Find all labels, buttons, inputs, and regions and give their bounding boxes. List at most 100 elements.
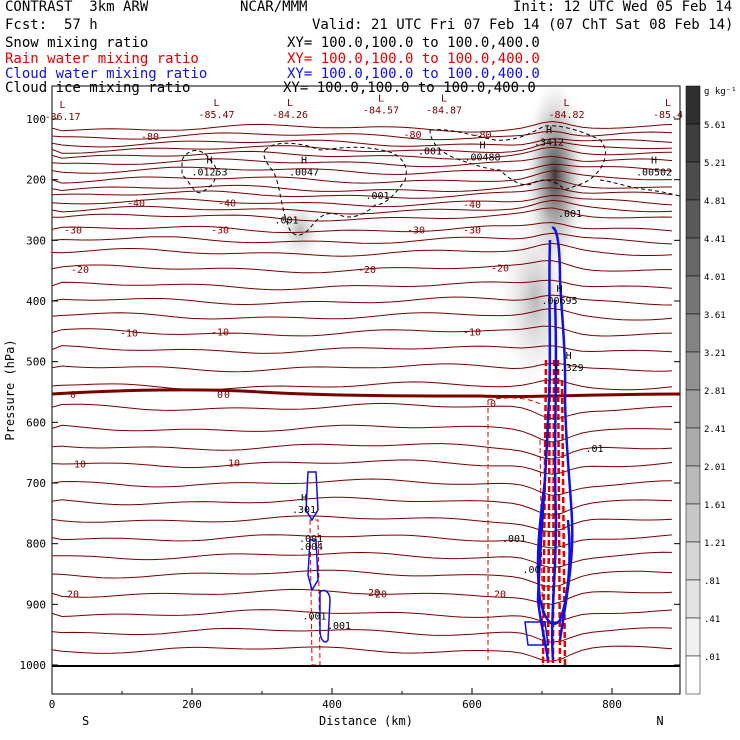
colorbar-unit: g kg⁻¹: [704, 87, 737, 97]
init-time: Init: 12 UTC Wed 05 Feb 14: [513, 0, 733, 15]
temperature-isotherm: [52, 120, 673, 133]
high-marker: H: [301, 493, 307, 504]
high-value: .0047: [289, 168, 319, 179]
high-value: 1.329: [554, 363, 584, 374]
low-marker: L: [59, 100, 65, 111]
valid-time: Valid: 21 UTC Fri 07 Feb 14 (07 ChT Sat …: [312, 17, 734, 33]
colorbar-tick-label: 2.81: [704, 387, 726, 397]
high-value: .3412: [534, 137, 564, 148]
y-tick-label: 700: [26, 477, 46, 490]
temperature-label: -40: [463, 200, 481, 211]
cloud-water-core: [536, 226, 574, 661]
plot-frame: [51, 85, 681, 695]
colorbar-swatch: [685, 655, 701, 695]
colorbar-tick-label: 1.21: [704, 539, 726, 549]
low-marker: L: [665, 98, 671, 109]
temperature-label: -30: [407, 225, 425, 236]
colorbar-tick-label: .81: [704, 577, 720, 587]
temperature-label: 20: [375, 589, 387, 600]
colorbar-tick-label: 5.21: [704, 159, 726, 169]
temperature-isotherm: [52, 645, 673, 662]
temperature-isotherm: [52, 232, 673, 245]
colorbar-tick-label: 1.61: [704, 501, 726, 511]
low-marker: L: [378, 94, 384, 105]
colorbar-swatch: [685, 351, 701, 391]
temperature-label: 10: [74, 460, 86, 471]
colorbar-swatch: [685, 237, 701, 277]
temperature-label: 0: [217, 390, 223, 401]
x-tick-label: 200: [182, 698, 202, 711]
high-marker: H: [556, 284, 562, 295]
temperature-isotherm: [52, 379, 673, 391]
temperature-contour-labels: -80 -80 -80 -40 -40 -40 -30 -30 -30 -30 -20 -20 -20 -…: [64, 130, 509, 600]
colorbar-tick-label: .41: [704, 615, 720, 625]
contour-value-label: .001: [274, 216, 298, 227]
colorbar: 5.61 5.21 4.81 4.41 4.01 3.61 3.21 2.81 2.41 2.01…: [685, 85, 726, 695]
contour-value-label: .001: [302, 611, 326, 622]
low-value: -84.57: [363, 106, 399, 117]
y-tick-label: 300: [26, 234, 46, 247]
temperature-isotherm: [52, 194, 673, 208]
temperature-isotherm: [52, 279, 673, 291]
temperature-isotherm: [52, 609, 673, 624]
colorbar-swatch: [685, 617, 701, 657]
x-axis-title: Distance (km): [319, 714, 413, 728]
contour-value-label: .004: [299, 542, 323, 553]
x-axis-north-label: N: [656, 714, 663, 728]
colorbar-swatch: [685, 123, 701, 163]
colorbar-tick-label: 4.41: [704, 235, 726, 245]
colorbar-swatch: [685, 275, 701, 315]
temperature-isotherm: [52, 307, 673, 321]
field-label-cloud-ice: Cloud ice mixing ratio: [5, 80, 191, 96]
contour-value-label: .01: [585, 444, 603, 455]
low-value: -84.87: [426, 106, 462, 117]
snow-shading-plume: [500, 210, 570, 390]
field-xy-snow: XY= 100.0,100.0 to 100.0,400.0: [287, 35, 540, 51]
low-marker: L: [287, 98, 293, 109]
temperature-isotherm: [52, 207, 673, 222]
x-tick-label: 600: [462, 698, 482, 711]
colorbar-swatch: [685, 465, 701, 505]
temperature-label: -20: [71, 265, 89, 276]
forecast-label: Fcst:: [5, 17, 48, 33]
y-tick-label: 600: [26, 416, 46, 429]
temperature-label: 20: [67, 589, 79, 600]
temperature-isotherm: [52, 551, 673, 569]
y-tick-label: 1000: [20, 659, 47, 672]
temperature-label: -40: [218, 199, 236, 210]
temperature-isotherm: [52, 325, 673, 337]
colorbar-tick-label: 4.81: [704, 197, 726, 207]
colorbar-tick-label: .01: [704, 653, 720, 663]
colorbar-swatch: [685, 503, 701, 543]
colorbar-tick-label: 2.41: [704, 425, 726, 435]
temperature-isotherm: [52, 141, 673, 154]
y-tick-label: 800: [26, 538, 46, 551]
temperature-isotherm: [52, 627, 673, 643]
temperature-isotherm: [52, 459, 673, 475]
colorbar-swatch: [685, 389, 701, 429]
x-axis: 0 200 400 600 800: [49, 688, 622, 711]
field-xy-cloud-water: XY= 100.0,100.0 to 100.0,400.0: [287, 66, 540, 82]
colorbar-tick-label: 3.61: [704, 311, 726, 321]
temperature-label: -80: [473, 130, 491, 141]
temperature-label: -10: [463, 327, 481, 338]
temperature-isotherm: [52, 187, 673, 199]
high-marker: H: [566, 351, 572, 362]
colorbar-swatch: [685, 427, 701, 467]
colorbar-tick-label: 3.21: [704, 349, 726, 359]
high-value: .00695: [541, 296, 577, 307]
temperature-isotherm: [52, 496, 673, 516]
contour-value-label: .001: [558, 209, 582, 220]
model-title: CONTRAST 3km ARW: [5, 0, 149, 15]
x-axis-south-label: S: [82, 714, 89, 728]
high-value: .00488: [464, 152, 500, 163]
cloud-water-contours: [305, 471, 549, 646]
colorbar-swatch: [685, 313, 701, 353]
colorbar-tick-label: 4.01: [704, 273, 726, 283]
contour-value-label: .001: [365, 191, 389, 202]
colorbar-tick-label: 2.01: [704, 463, 726, 473]
contour-value-label: .001: [418, 147, 442, 158]
temperature-isotherm: [52, 515, 673, 533]
